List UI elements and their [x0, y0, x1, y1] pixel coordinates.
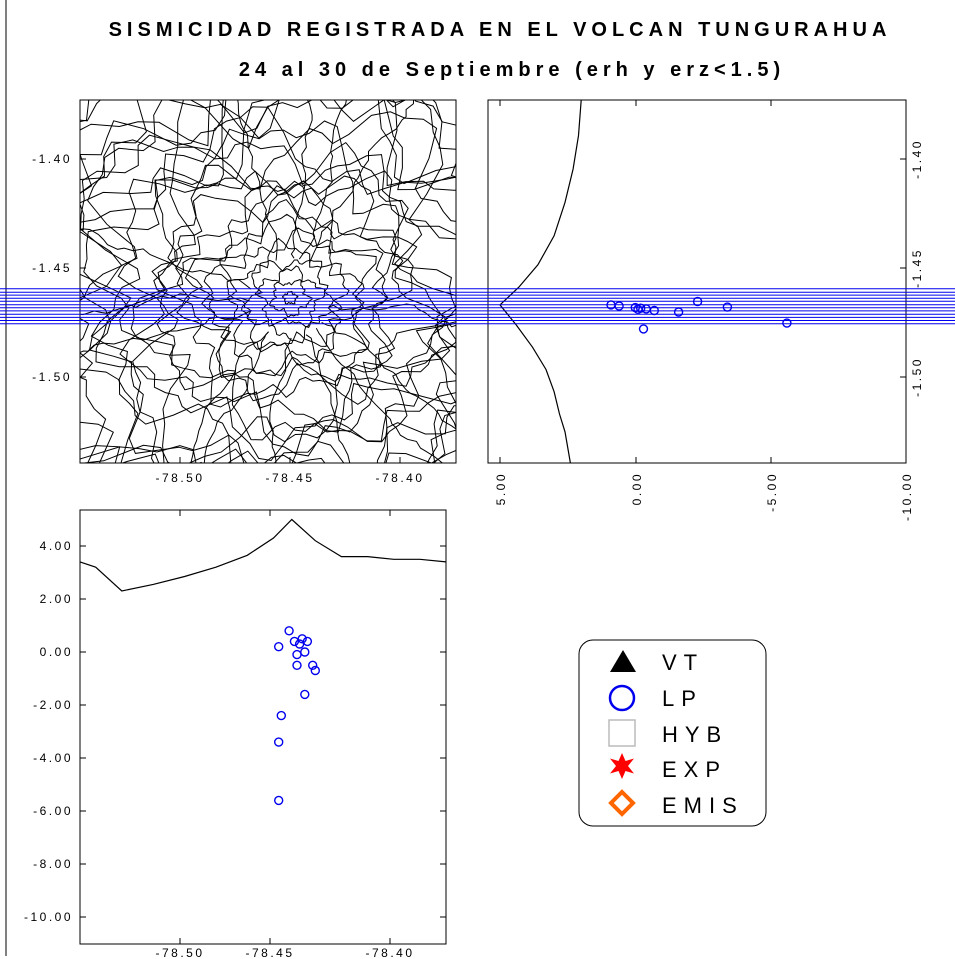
exp-star-icon: [610, 753, 634, 779]
ns-section-panel: 5.00 0.00 -5.00 -10.00 -1.40 -1.45 -1.50: [487, 99, 924, 521]
ew-ytick-label: 4.00: [40, 539, 73, 553]
ew-lp-point: [276, 710, 286, 721]
ew-lp-point: [300, 689, 310, 700]
drainage-line: [328, 303, 456, 328]
drainage-line: [190, 331, 269, 463]
map-frame: [79, 99, 457, 464]
map-ytick-label: -1.40: [32, 152, 72, 166]
ew-ytick-label: -6.00: [33, 804, 73, 818]
contour-line: [153, 180, 414, 408]
contour-line: [83, 106, 456, 463]
contour-line: [254, 265, 326, 328]
lp-circle-icon: [608, 684, 636, 712]
ns-ytick-label: -1.45: [910, 248, 924, 288]
ew-lp-point: [292, 660, 302, 670]
ew-axis-ticks: [80, 510, 446, 944]
legend-label-hyb: HYB: [662, 722, 728, 747]
map-ytick-label: -1.50: [32, 370, 72, 384]
ns-lp-points: [606, 296, 792, 334]
map-panel: -1.40 -1.45 -1.50 -78.50 -78.45 -78.40: [32, 99, 457, 485]
map-ytick-label: -1.45: [32, 261, 72, 275]
ns-xtick-label: -10.00: [900, 472, 914, 521]
ns-xtick-label: 5.00: [494, 472, 508, 505]
ns-lp-point: [614, 301, 624, 311]
ew-ytick-label: -10.00: [24, 910, 73, 924]
ew-lp-point: [300, 647, 310, 657]
drainage-line: [321, 322, 456, 430]
drainage-line: [305, 334, 351, 463]
blue-horizontal-lines: [0, 288, 955, 325]
ew-lp-points: [274, 626, 320, 806]
ns-ytick-label: -1.50: [910, 357, 924, 397]
ew-section-panel: -78.50 -78.45 -78.40 4.00 2.00 0.00 -2.0…: [24, 509, 447, 959]
legend-label-vt: VT: [662, 650, 704, 675]
ew-topography-profile: [79, 518, 447, 592]
topographic-contours: [80, 100, 456, 463]
ew-ytick-label: -2.00: [33, 698, 73, 712]
legend: VT LP HYB EXP EMIS: [578, 639, 767, 827]
contour-line: [80, 100, 456, 463]
ew-ytick-label: 2.00: [40, 592, 73, 606]
ew-lp-point: [292, 649, 302, 660]
contour-line: [80, 100, 407, 463]
legend-label-exp: EXP: [662, 757, 727, 782]
emis-diamond-icon: [608, 789, 636, 817]
ns-frame: [487, 99, 907, 464]
ew-ytick-label: -4.00: [33, 751, 73, 765]
ns-lp-point: [638, 324, 649, 334]
map-xtick-label: -78.50: [155, 471, 204, 485]
contour-line: [80, 100, 456, 463]
drainage-line: [80, 228, 252, 290]
ew-lp-point: [308, 660, 318, 670]
ew-xtick-label: -78.45: [245, 946, 294, 959]
drainage-line: [237, 100, 278, 261]
ew-frame: [79, 509, 447, 945]
ew-lp-point: [310, 665, 320, 676]
drainage-line: [298, 100, 347, 260]
ew-lp-point: [297, 634, 307, 644]
ew-lp-point: [302, 636, 313, 647]
ns-topography-profile: [499, 99, 582, 464]
ew-lp-point: [284, 626, 294, 636]
drainage-line: [80, 309, 253, 354]
ns-xtick-label: -5.00: [765, 472, 779, 512]
drainage-line: [315, 327, 444, 463]
ns-xtick-label: 0.00: [630, 472, 644, 505]
contour-line: [80, 100, 456, 463]
map-xtick-label: -78.45: [265, 471, 314, 485]
ew-lp-point: [274, 795, 284, 806]
drainage-line: [203, 331, 269, 463]
ew-lp-point: [274, 737, 284, 747]
map-xtick-label: -78.40: [375, 471, 424, 485]
drainage-line: [290, 100, 313, 259]
ew-ytick-label: 0.00: [40, 645, 73, 659]
contour-line: [80, 100, 456, 463]
chart-title: SISMICIDAD REGISTRADA EN EL VOLCAN TUNGU…: [109, 19, 892, 41]
contour-line: [80, 100, 456, 463]
ew-lp-point: [274, 642, 284, 652]
ew-xtick-label: -78.50: [155, 946, 204, 959]
legend-label-emis: EMIS: [662, 793, 744, 818]
chart-subtitle: 24 al 30 de Septiembre (erh y erz<1.5): [239, 59, 785, 81]
hyb-square-icon: [608, 719, 636, 747]
drainage-line: [308, 100, 415, 264]
drainage-line: [269, 337, 292, 463]
ew-ytick-label: -8.00: [33, 857, 73, 871]
vt-triangle-icon: [610, 650, 636, 672]
ns-lp-point: [673, 307, 684, 317]
ns-ytick-label: -1.40: [910, 139, 924, 179]
drainage-line: [80, 293, 251, 316]
legend-label-lp: LP: [662, 686, 703, 711]
ns-lp-point: [782, 318, 792, 328]
contour-group: [80, 100, 456, 463]
ew-xtick-label: -78.40: [365, 946, 414, 959]
